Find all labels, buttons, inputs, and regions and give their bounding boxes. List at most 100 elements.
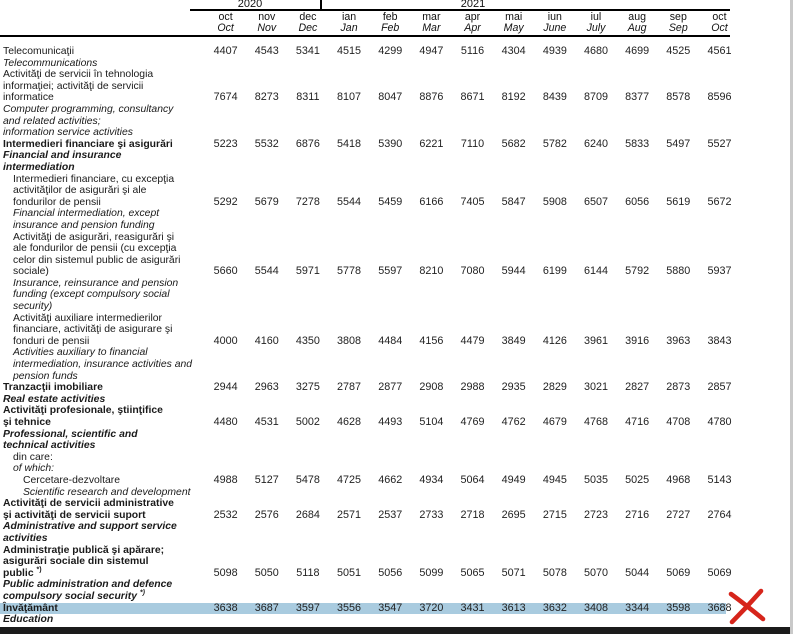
row-label: technical activities bbox=[3, 440, 96, 452]
value-cell: 5782 bbox=[542, 137, 567, 150]
row-label: funding (except compulsory social bbox=[13, 289, 170, 301]
row-values: 5292 5679 7278 5544 5459 6166 7405 5847 5908 6507… bbox=[205, 195, 740, 209]
value-cell: 2877 bbox=[378, 381, 403, 394]
table-line: Activităţi de asigurări, reasigurări şi bbox=[0, 232, 756, 244]
value-cell: 7080 bbox=[460, 265, 485, 278]
value-cell: 8377 bbox=[625, 91, 650, 104]
value-cell: 2935 bbox=[501, 381, 526, 394]
value-cell: 2576 bbox=[254, 508, 279, 521]
month-label-en: Sep bbox=[668, 22, 688, 34]
value-cell: 4768 bbox=[583, 416, 608, 428]
row-label: Education bbox=[3, 614, 54, 626]
row-label: compulsory social security *) bbox=[3, 589, 145, 602]
row-values: 5223 5532 6876 5418 5390 6221 7110 5682 5782 6240… bbox=[205, 137, 740, 151]
value-cell: 3720 bbox=[419, 601, 444, 614]
month-label-ro: iun bbox=[547, 11, 562, 23]
row-label: Professional, scientific and bbox=[3, 428, 138, 440]
year-group-2021: 2021 bbox=[460, 0, 486, 10]
value-cell: 8578 bbox=[666, 91, 691, 104]
value-cell: 5778 bbox=[337, 265, 362, 278]
value-cell: 6507 bbox=[583, 195, 608, 208]
table-line: funding (except compulsory social bbox=[0, 289, 756, 301]
value-cell: 5660 bbox=[213, 265, 238, 278]
red-x-mark bbox=[728, 588, 766, 625]
row-values: 3638 3687 3597 3556 3547 3720 3431 3613 3632 3408… bbox=[205, 601, 740, 615]
table-line: Real estate activities bbox=[0, 394, 756, 406]
value-cell: 4543 bbox=[254, 45, 279, 57]
table-line: information service activities bbox=[0, 127, 756, 139]
value-cell: 5682 bbox=[501, 137, 526, 150]
value-cell: 4484 bbox=[378, 334, 403, 347]
row-label: informatice bbox=[3, 92, 54, 104]
value-cell: 5064 bbox=[460, 473, 485, 486]
value-cell: 5341 bbox=[295, 45, 320, 57]
value-cell: 7278 bbox=[295, 195, 320, 208]
value-cell: 2684 bbox=[295, 508, 320, 521]
value-cell: 3021 bbox=[583, 381, 608, 394]
value-cell: 2764 bbox=[707, 508, 732, 521]
month-label-en: Mar bbox=[422, 22, 441, 34]
value-cell: 5035 bbox=[583, 473, 608, 486]
value-cell: 5672 bbox=[707, 195, 732, 208]
row-label: Administraţie publică şi apărare; bbox=[3, 544, 165, 556]
value-cell: 3408 bbox=[583, 601, 608, 614]
month-label-en: Feb bbox=[381, 22, 400, 34]
value-cell: 4480 bbox=[213, 416, 238, 428]
row-label: ale fondurilor de pensii (cu excepţia bbox=[13, 243, 177, 255]
value-cell: 4939 bbox=[542, 45, 567, 57]
month-label-ro: oct bbox=[218, 11, 233, 23]
row-values: 5660 5544 5971 5778 5597 8210 7080 5944 6199 6144… bbox=[205, 266, 740, 278]
value-cell: 5223 bbox=[213, 137, 238, 150]
value-cell: 4725 bbox=[337, 473, 362, 486]
month-label-ro: iul bbox=[590, 11, 602, 23]
month-label-ro: nov bbox=[258, 11, 276, 23]
value-cell: 5847 bbox=[501, 195, 526, 208]
value-cell: 5116 bbox=[460, 45, 485, 57]
table-line: activities bbox=[0, 533, 756, 545]
value-cell: 3688 bbox=[707, 601, 732, 614]
value-cell: 8439 bbox=[542, 91, 567, 104]
value-cell: 2857 bbox=[707, 381, 732, 394]
value-cell: 2716 bbox=[625, 508, 650, 521]
row-label: pension funds bbox=[13, 370, 78, 382]
value-cell: 4699 bbox=[625, 45, 650, 57]
bottom-dark-strip bbox=[0, 627, 791, 634]
row-label: Intermedieri financiare, cu excepţia bbox=[13, 173, 175, 185]
value-cell: 3632 bbox=[542, 601, 567, 614]
row-label: Activităţi de servicii administrative bbox=[3, 498, 174, 510]
value-cell: 5143 bbox=[707, 473, 732, 486]
table-line: din care: bbox=[0, 452, 756, 464]
row-label: Financial and insurance bbox=[3, 150, 122, 162]
header-rule-thick bbox=[0, 35, 730, 37]
value-cell: 2787 bbox=[337, 381, 362, 394]
value-cell: 4769 bbox=[460, 416, 485, 428]
value-cell: 6166 bbox=[419, 195, 444, 208]
table-line: Activităţi auxiliare intermedierilor bbox=[0, 313, 756, 325]
value-cell: 4780 bbox=[707, 416, 732, 428]
table-line: Administraţie publică şi apărare; bbox=[0, 545, 756, 557]
month-label-ro: sep bbox=[669, 11, 687, 23]
table-line: şi activităţi de servicii suport 2532 2576… bbox=[0, 508, 756, 522]
row-label: informaţiei; activităţi de servicii bbox=[3, 80, 144, 92]
value-cell: 5937 bbox=[707, 265, 732, 278]
value-cell: 5098 bbox=[213, 566, 238, 579]
value-cell: 2727 bbox=[666, 508, 691, 521]
row-label: Telecomunicaţii bbox=[3, 46, 75, 57]
row-label: intermediation, insurance activities and bbox=[13, 359, 193, 371]
row-label: Tranzacţii imobiliare bbox=[3, 382, 103, 394]
value-cell: 3638 bbox=[213, 601, 238, 614]
header-rule-under-years bbox=[190, 9, 730, 11]
table-line: ale fondurilor de pensii (cu excepţia bbox=[0, 243, 756, 255]
value-cell: 2695 bbox=[501, 508, 526, 521]
value-cell: 3687 bbox=[254, 601, 279, 614]
row-label: activities bbox=[3, 532, 48, 544]
row-values: 4000 4160 4350 3808 4484 4156 4479 3849 4126 3961… bbox=[205, 334, 740, 348]
table-row: Telecomunicaţii 4407 4543 5341 4515 4299 4947 5… bbox=[0, 45, 756, 69]
month-label-ro: ian bbox=[341, 11, 357, 23]
row-label: sociale) bbox=[13, 266, 49, 278]
row-label: Public administration and defence bbox=[3, 579, 173, 591]
month-label-ro: feb bbox=[382, 11, 398, 23]
table-line: technical activities bbox=[0, 440, 756, 452]
row-label: Activities auxiliary to financial bbox=[13, 347, 148, 359]
